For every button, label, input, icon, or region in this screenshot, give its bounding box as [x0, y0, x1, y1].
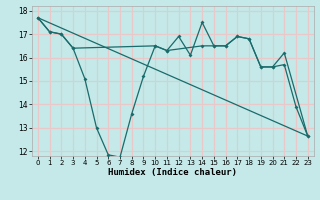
X-axis label: Humidex (Indice chaleur): Humidex (Indice chaleur): [108, 168, 237, 177]
